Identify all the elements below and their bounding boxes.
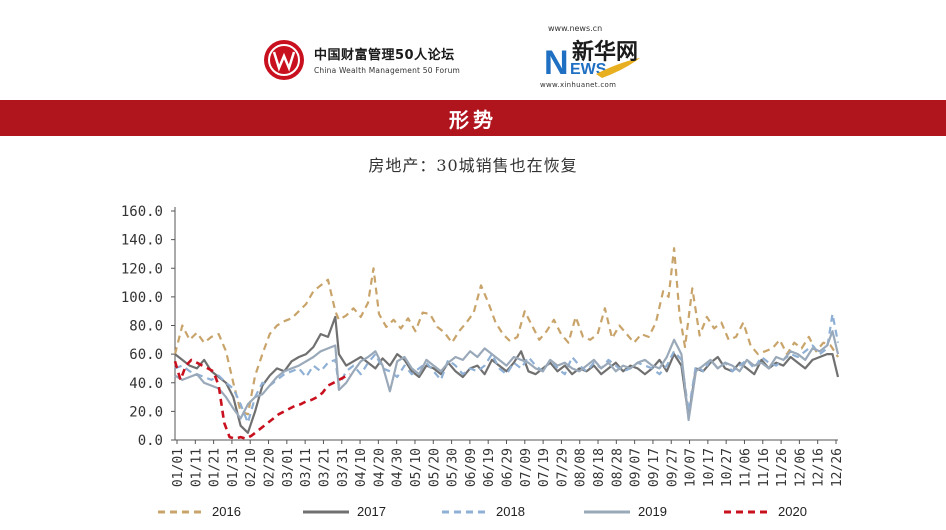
series-line-2016: [173, 247, 839, 416]
x-tick-label: 06/29: [501, 448, 516, 487]
series-line-2020: [173, 358, 351, 440]
x-tick-label: 08/18: [592, 448, 607, 487]
x-tick-label: 05/20: [427, 448, 442, 487]
xinhua-url-bottom: www.xinhuanet.com: [540, 81, 617, 89]
x-tick-label: 09/07: [629, 448, 644, 487]
svg-text:N: N: [544, 44, 569, 82]
x-tick-label: 01/31: [226, 448, 241, 487]
x-tick-label: 11/16: [757, 448, 772, 487]
y-tick-label: 0.0: [138, 433, 163, 449]
x-tick-label: 08/08: [574, 448, 589, 487]
cwm-name-cn: 中国财富管理50人论坛: [314, 48, 455, 63]
x-tick-label: 05/10: [409, 448, 424, 487]
xinhua-name-cn: 新华网: [572, 40, 639, 65]
x-tick-label: 09/27: [665, 448, 680, 487]
x-tick-label: 06/19: [482, 448, 497, 487]
legend-label: 2020: [778, 504, 807, 519]
series-line-2017: [174, 315, 840, 434]
x-tick-label: 05/30: [446, 448, 461, 487]
x-tick-label: 03/01: [281, 448, 296, 487]
header: 中国财富管理50人论坛 China Wealth Management 50 F…: [0, 0, 946, 100]
x-tick-label: 01/21: [208, 448, 223, 487]
section-title: 形势: [449, 107, 497, 132]
legend-item-2018: 2018: [442, 504, 525, 519]
x-tick-label: 10/17: [702, 448, 717, 487]
legend-item-2016: 2016: [158, 504, 241, 519]
legend-item-2017: 2017: [303, 504, 386, 519]
line-chart: 0.0 20.0 40.0 60.0 80.0 100.0 120.0 140.0 160.0 0…: [121, 204, 845, 487]
y-tick-label: 40.0: [129, 376, 163, 392]
x-tick-label: 12/06: [793, 448, 808, 487]
x-tick-label: 03/11: [299, 448, 314, 487]
y-tick-label: 120.0: [121, 261, 163, 277]
legend-item-2020: 2020: [724, 504, 807, 519]
x-tick-label: 07/19: [537, 448, 552, 487]
legend-item-2019: 2019: [584, 504, 667, 519]
y-tick-label: 80.0: [129, 319, 163, 335]
legend-label: 2016: [212, 504, 241, 519]
x-tick-label: 01/11: [189, 448, 204, 487]
x-tick-label: 10/27: [720, 448, 735, 487]
legend-label: 2017: [357, 504, 386, 519]
x-tick-label: 11/26: [775, 448, 790, 487]
legend-label: 2018: [496, 504, 525, 519]
x-tick-label: 03/21: [317, 448, 332, 487]
cwm-name-en: China Wealth Management 50 Forum: [314, 66, 461, 75]
legend-swatch: [724, 510, 770, 513]
series-line-2018: [174, 312, 840, 424]
xinhua-logo-icon: N EWS: [544, 44, 640, 82]
xinhua-url-top: www.news.cn: [548, 24, 603, 33]
y-tick-label: 20.0: [129, 404, 163, 420]
x-tick-label: 04/10: [354, 448, 369, 487]
legend-label: 2019: [638, 504, 667, 519]
x-tick-label: 10/07: [684, 448, 699, 487]
legend-swatch: [158, 510, 204, 513]
y-tick-label: 60.0: [129, 347, 163, 363]
series-line-2019: [174, 330, 840, 422]
x-tick-label: 03/31: [336, 448, 351, 487]
x-tick-label: 04/30: [391, 448, 406, 487]
y-tick-label: 160.0: [121, 204, 163, 220]
section-banner: 形势: [0, 100, 946, 136]
x-tick-label: 01/01: [171, 448, 186, 487]
x-tick-label: 04/20: [372, 448, 387, 487]
x-tick-label: 02/20: [263, 448, 278, 487]
legend-swatch: [584, 510, 630, 513]
x-tick-label: 08/28: [610, 448, 625, 487]
x-tick-label: 07/09: [519, 448, 534, 487]
x-tick-label: 07/29: [555, 448, 570, 487]
x-tick-label: 02/10: [244, 448, 259, 487]
x-tick-label: 12/26: [830, 448, 845, 487]
x-tick-label: 09/17: [647, 448, 662, 487]
legend-swatch: [442, 510, 488, 513]
legend-swatch: [303, 510, 349, 513]
cwm-brand: 中国财富管理50人论坛 China Wealth Management 50 F…: [314, 44, 460, 75]
x-tick-label: 11/06: [738, 448, 753, 487]
cwm-logo-icon: [264, 40, 304, 80]
y-tick-label: 140.0: [121, 233, 163, 249]
chart-title: 房地产：30城销售也在恢复: [368, 156, 578, 175]
y-tick-label: 100.0: [121, 290, 163, 306]
x-tick-label: 12/16: [812, 448, 827, 487]
chart-legend: 2016 2017 2018 2019 2020: [0, 504, 946, 524]
x-tick-label: 06/09: [464, 448, 479, 487]
